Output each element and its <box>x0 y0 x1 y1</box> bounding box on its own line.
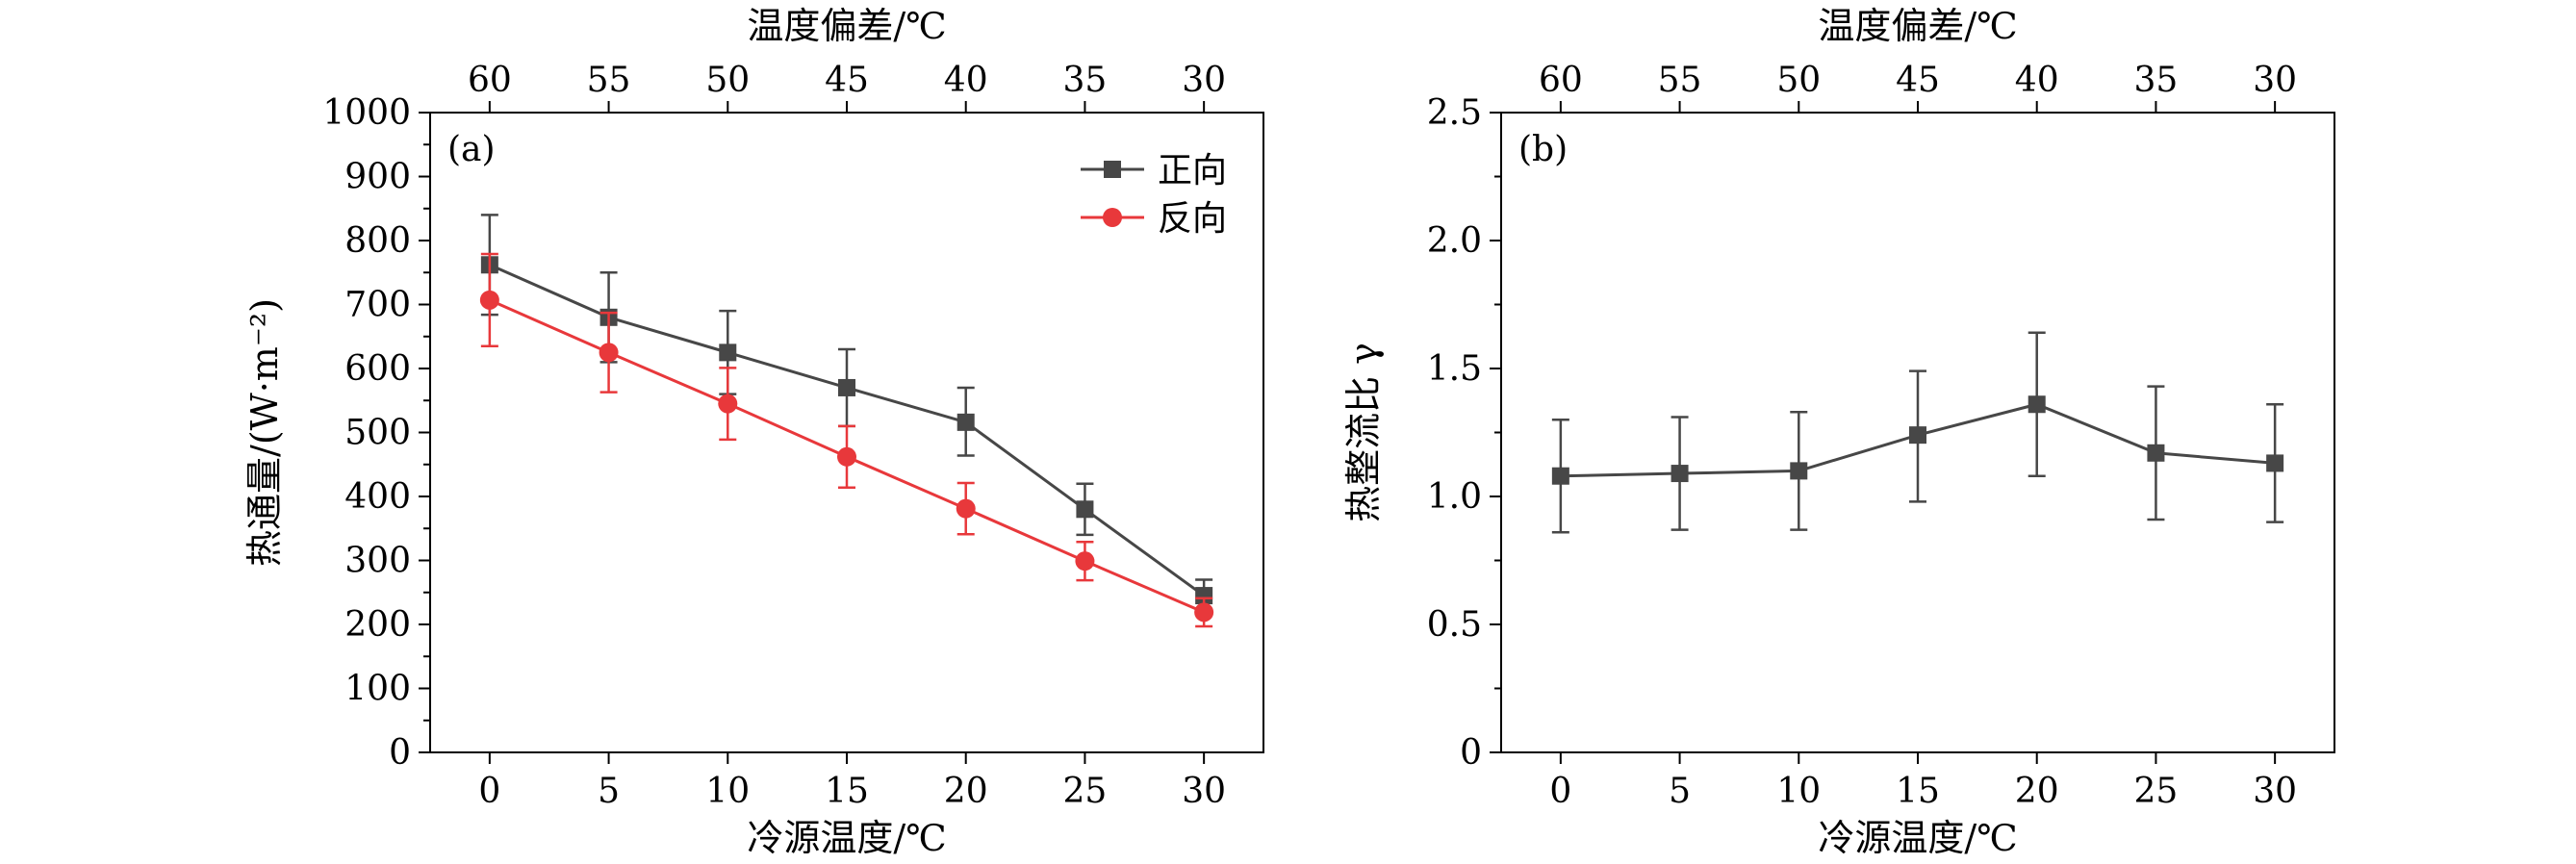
data-point <box>1909 426 1926 445</box>
x-tick-label: 25 <box>1063 772 1108 811</box>
y-tick-label: 300 <box>344 542 411 581</box>
top-x-tick-label: 40 <box>2015 61 2059 100</box>
data-point <box>2147 444 2165 462</box>
x-tick-label: 25 <box>2134 772 2179 811</box>
data-point <box>1671 465 1689 483</box>
top-x-tick-label: 40 <box>944 61 988 100</box>
top-x-tick-label: 35 <box>1063 61 1108 100</box>
data-point <box>718 394 738 414</box>
x-tick-label: 5 <box>1669 772 1691 811</box>
y-tick-label: 0 <box>389 733 411 773</box>
data-point <box>1790 462 1808 480</box>
x-tick-label: 5 <box>598 772 620 811</box>
data-point <box>599 343 619 363</box>
data-point <box>837 446 856 467</box>
x-axis-title: 冷源温度/℃ <box>747 817 946 859</box>
legend-marker <box>1104 161 1121 178</box>
top-x-tick-label: 55 <box>587 61 631 100</box>
top-x-tick-label: 60 <box>1539 61 1583 100</box>
legend-label: 反向 <box>1158 199 1227 239</box>
x-tick-label: 0 <box>478 772 500 811</box>
data-point <box>1075 551 1095 572</box>
y-tick-label: 1.0 <box>1427 477 1482 517</box>
x-tick-label: 10 <box>1776 772 1821 811</box>
x-tick-label: 20 <box>944 772 988 811</box>
data-point <box>719 343 737 362</box>
panel-label: (a) <box>447 130 496 169</box>
y-tick-label: 200 <box>344 605 411 645</box>
x-tick-label: 10 <box>705 772 750 811</box>
y-tick-label: 800 <box>344 221 411 261</box>
data-point <box>1076 500 1094 519</box>
top-x-tick-label: 35 <box>2134 61 2179 100</box>
y-tick-label: 0 <box>1460 733 1482 773</box>
x-tick-label: 20 <box>2015 772 2059 811</box>
y-tick-label: 2.0 <box>1427 221 1482 261</box>
y-tick-label: 100 <box>344 670 411 709</box>
data-point <box>1551 467 1569 485</box>
top-x-tick-label: 50 <box>1776 61 1821 100</box>
y-tick-label: 400 <box>344 477 411 517</box>
y-tick-label: 0.5 <box>1427 605 1482 645</box>
data-point <box>1194 602 1214 623</box>
data-point <box>1195 587 1213 605</box>
y-axis-title: 热整流比 γ <box>1342 343 1385 522</box>
x-axis-title: 冷源温度/℃ <box>1818 817 2017 859</box>
x-tick-label: 30 <box>1182 772 1226 811</box>
y-tick-label: 500 <box>344 414 411 453</box>
y-tick-label: 1.5 <box>1427 349 1482 389</box>
top-x-tick-label: 45 <box>1896 61 1940 100</box>
data-point <box>838 378 855 396</box>
top-x-tick-label: 60 <box>468 61 512 100</box>
y-tick-label: 600 <box>344 349 411 389</box>
legend-label: 正向 <box>1158 151 1227 191</box>
top-x-tick-label: 45 <box>825 61 869 100</box>
top-x-tick-label: 30 <box>2253 61 2297 100</box>
top-x-tick-label: 55 <box>1658 61 1702 100</box>
data-point <box>479 290 499 310</box>
x-tick-label: 30 <box>2253 772 2297 811</box>
data-point <box>2266 454 2284 472</box>
chart-a: 0605551050154520402535303001002003004005… <box>243 5 1264 859</box>
y-axis-title: 热通量/(W·m⁻²) <box>243 298 286 567</box>
data-point <box>956 498 976 519</box>
y-tick-label: 700 <box>344 286 411 325</box>
legend-marker <box>1103 208 1122 227</box>
chart-b: 0605551050154520402535303000.51.01.52.02… <box>1342 5 2335 859</box>
top-x-axis-title: 温度偏差/℃ <box>747 5 946 47</box>
x-tick-label: 0 <box>1549 772 1571 811</box>
top-x-tick-label: 50 <box>705 61 750 100</box>
y-tick-label: 1000 <box>322 93 411 133</box>
x-tick-label: 15 <box>825 772 869 811</box>
top-x-axis-title: 温度偏差/℃ <box>1818 5 2017 47</box>
top-x-tick-label: 30 <box>1182 61 1226 100</box>
data-point <box>2028 395 2046 414</box>
y-tick-label: 900 <box>344 158 411 197</box>
panel-label: (b) <box>1518 130 1568 169</box>
x-tick-label: 15 <box>1896 772 1940 811</box>
y-tick-label: 2.5 <box>1427 93 1482 133</box>
data-point <box>956 413 975 431</box>
